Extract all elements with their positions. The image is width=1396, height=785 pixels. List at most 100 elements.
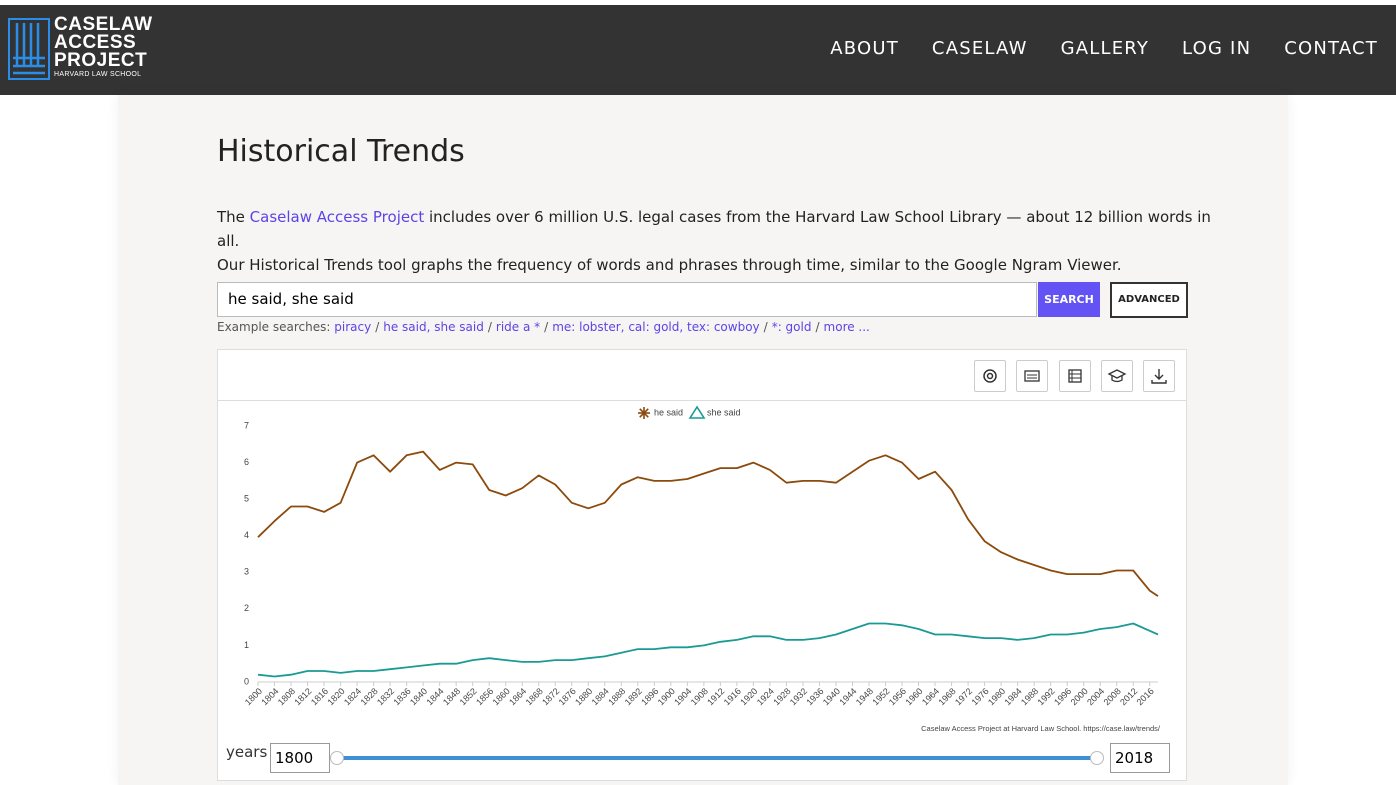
y-tick-label: 5 — [244, 494, 249, 504]
x-tick-label: 1940 — [821, 686, 842, 707]
separator: / — [487, 320, 492, 334]
text-button[interactable] — [1016, 360, 1048, 392]
x-tick-label: 1908 — [689, 686, 710, 707]
x-tick-label: 1900 — [656, 686, 677, 707]
x-tick-label: 1840 — [408, 686, 429, 707]
x-tick-label: 1864 — [507, 686, 528, 707]
y-tick-label: 2 — [244, 603, 249, 613]
intro-text: The — [217, 208, 250, 226]
x-tick-label: 1992 — [1036, 686, 1057, 707]
chart: 0 1 2 3 4 5 6 7 18001804180818121816182018241828… — [243, 405, 1161, 733]
x-tick-label: 1808 — [276, 686, 297, 707]
x-tick-label: 1804 — [259, 686, 280, 707]
y-tick-label: 1 — [244, 640, 249, 650]
separator: / — [375, 320, 380, 334]
legend-label: he said — [654, 407, 683, 417]
legend-label: she said — [707, 407, 741, 417]
toolbar — [218, 350, 1186, 401]
x-tick-label: 1856 — [474, 686, 495, 707]
separator: / — [544, 320, 549, 334]
example-link[interactable]: me: lobster, cal: gold, tex: cowboy — [552, 320, 760, 334]
x-tick-label: 1996 — [1052, 686, 1073, 707]
y-tick-label: 4 — [244, 530, 249, 540]
year-end-input[interactable]: 2018 — [1110, 743, 1170, 773]
x-tick-label: 1816 — [309, 686, 330, 707]
nav-link[interactable]: CASELAW — [931, 38, 1028, 59]
logo-line: ACCESS — [54, 32, 137, 53]
logo-line: CASELAW — [54, 14, 153, 35]
x-tick-label: 1892 — [623, 686, 644, 707]
intro-link[interactable]: Caselaw Access Project — [249, 208, 425, 226]
nav-link[interactable]: LOG IN — [1182, 38, 1252, 59]
separator: / — [815, 320, 820, 334]
search-button[interactable]: SEARCH — [1038, 282, 1100, 317]
x-tick-label: 2012 — [1118, 686, 1139, 707]
x-tick-label: 2004 — [1085, 686, 1106, 707]
x-tick-label: 1972 — [953, 686, 974, 707]
logo-text[interactable]: CASELAW ACCESS PROJECT HARVARD LAW SCHOO… — [54, 14, 153, 79]
x-tick-label: 1928 — [771, 686, 792, 707]
x-tick-label: 1984 — [1002, 686, 1023, 707]
x-tick-label: 1948 — [854, 686, 875, 707]
x-tick-label: 1860 — [491, 686, 512, 707]
nav: ABOUT CASELAW GALLERY LOG IN CONTACT — [830, 38, 1378, 59]
x-tick-label: 1832 — [375, 686, 396, 707]
x-tick-label: 1876 — [557, 686, 578, 707]
x-tick-label: 1868 — [524, 686, 545, 707]
year-slider[interactable] — [328, 748, 1108, 768]
x-tick-label: 1836 — [391, 686, 412, 707]
example-link[interactable]: ride a * — [495, 320, 541, 334]
example-link[interactable]: piracy — [334, 320, 372, 334]
x-tick-label: 1828 — [358, 686, 379, 707]
example-link[interactable]: *: gold — [771, 320, 812, 334]
x-tick-label: 2008 — [1102, 686, 1123, 707]
x-tick-label: 1936 — [804, 686, 825, 707]
x-tick-label: 1964 — [920, 686, 941, 707]
citation-button[interactable] — [1101, 360, 1133, 392]
settings-button[interactable] — [974, 360, 1006, 392]
x-tick-label: 1896 — [639, 686, 660, 707]
x-tick-label: 1848 — [441, 686, 462, 707]
x-tick-label: 1904 — [672, 686, 693, 707]
x-tick-label: 1924 — [755, 686, 776, 707]
x-tick-label: 1932 — [788, 686, 809, 707]
x-tick-label: 1980 — [986, 686, 1007, 707]
y-tick-label: 0 — [244, 676, 249, 686]
x-tick-label: 1852 — [458, 686, 479, 707]
download-button[interactable] — [1143, 360, 1175, 392]
year-start-input[interactable]: 1800 — [270, 743, 330, 773]
intro-text: Our Historical Trends tool graphs the fr… — [217, 256, 1122, 274]
source-note: Caselaw Access Project at Harvard Law Sc… — [921, 724, 1161, 733]
examples-label: Example searches: — [217, 320, 331, 334]
logo-subtitle: HARVARD LAW SCHOOL — [54, 71, 142, 78]
legend-marker — [639, 408, 649, 418]
table-button[interactable] — [1059, 360, 1091, 392]
x-tick-label: 1844 — [425, 686, 446, 707]
search-input[interactable]: he said, she said — [217, 282, 1037, 317]
examples: Example searches: piracy / he said, she sa… — [217, 320, 870, 334]
x-tick-label: 1944 — [837, 686, 858, 707]
x-tick-label: 1976 — [969, 686, 990, 707]
nav-link[interactable]: GALLERY — [1060, 38, 1150, 59]
advanced-button[interactable]: ADVANCED — [1110, 282, 1188, 318]
x-tick-label: 1952 — [870, 686, 891, 707]
x-tick-label: 1824 — [342, 686, 363, 707]
x-tick-label: 1916 — [722, 686, 743, 707]
x-tick-label: 1820 — [325, 686, 346, 707]
page-title: Historical Trends — [217, 134, 465, 169]
nav-link[interactable]: CONTACT — [1284, 38, 1378, 59]
x-tick-label: 1888 — [606, 686, 627, 707]
x-tick-label: 1920 — [738, 686, 759, 707]
series-line — [257, 450, 1159, 597]
example-link[interactable]: more ... — [823, 320, 870, 334]
intro-text: includes over 6 million U.S. legal cases… — [217, 208, 1211, 250]
header: CASELAW ACCESS PROJECT HARVARD LAW SCHOO… — [0, 5, 1396, 95]
example-link[interactable]: he said, she said — [383, 320, 484, 334]
y-tick-label: 3 — [244, 567, 249, 577]
nav-link[interactable]: ABOUT — [830, 38, 899, 59]
logo-line: PROJECT — [54, 50, 148, 71]
chart-box — [217, 349, 1187, 781]
legend-marker — [688, 405, 706, 419]
years-label: years — [226, 743, 268, 761]
